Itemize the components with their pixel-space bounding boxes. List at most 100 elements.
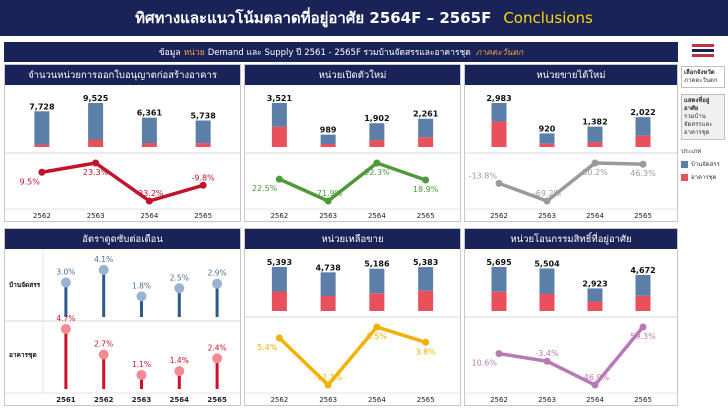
value-label: 2.5%	[170, 273, 189, 282]
bar-total-label: 9,525	[83, 94, 109, 103]
bar-condo	[418, 137, 434, 147]
bar-house	[539, 133, 555, 144]
growth-label: 22.5%	[252, 184, 278, 193]
bar-house	[88, 103, 104, 140]
growth-point	[92, 159, 100, 167]
bar-house	[34, 111, 50, 145]
panel-transfers: หน่วยโอนกรรมสิทธิ์ที่อยู่อาศัย 5,695 5,50…	[464, 228, 678, 406]
growth-label: -12.1%	[314, 373, 343, 382]
growth-point	[495, 179, 503, 187]
bar-total-label: 5,393	[267, 258, 292, 267]
chart-new-sales: 2,983 920 1,382 2,022 -13.8% -69.2% 50.2% 46.3%…	[465, 94, 677, 220]
panel-title: จำนวนหน่วยการออกใบอนุญาตก่อสร้างอาคาร	[5, 65, 240, 85]
bar-condo	[587, 301, 603, 311]
value-label: 1.1%	[132, 360, 151, 369]
bar-condo	[320, 296, 336, 311]
bar-house	[195, 120, 211, 144]
dot-house	[212, 278, 223, 289]
legend-panel: เลือกจังหวัด ภาคตะวันตก แสดงที่อยู่อาศัย…	[681, 42, 725, 220]
bar-total-label: 2,983	[486, 94, 511, 103]
x-tick-label: 2562	[270, 212, 288, 220]
panel-title: หน่วยโอนกรรมสิทธิ์ที่อยู่อาศัย	[465, 229, 677, 249]
growth-label: 59.3%	[630, 332, 656, 341]
page-title: ทิศทางและแนวโน้มตลาดที่อยู่อาศัย 2564F –…	[135, 9, 492, 27]
panel-title: อัตราดูดซับต่อเดือน	[5, 229, 240, 249]
growth-label: 50.2%	[582, 168, 608, 177]
bar-total-label: 2,022	[630, 108, 655, 117]
chart-building-permits: 7,728 9,525 6,361 5,738 9.5% 23.3% -33.2% -9.8%…	[5, 94, 240, 220]
growth-point	[145, 197, 153, 205]
panel-title: หน่วยเหลือขาย	[245, 229, 460, 249]
growth-label: 92.3%	[364, 168, 390, 177]
logo-icon	[692, 44, 714, 58]
x-tick-label: 2564	[368, 396, 386, 404]
legend-item-house: บ้านจัดสรร	[681, 159, 725, 169]
panel-absorption-rate: อัตราดูดซับต่อเดือน บ้านจัดสรร อาคารชุด 3.…	[4, 228, 241, 406]
x-tick-label: 2564	[170, 396, 190, 404]
x-tick-label: 2565	[194, 212, 212, 220]
x-tick-label: 2563	[319, 396, 337, 404]
x-tick-label: 2563	[87, 212, 105, 220]
bar-condo	[369, 293, 385, 311]
province-filter[interactable]: เลือกจังหวัด ภาคตะวันตก	[681, 66, 725, 88]
bar-total-label: 5,504	[534, 259, 560, 268]
value-label: 2.9%	[208, 269, 227, 278]
growth-point	[543, 357, 551, 365]
bar-house	[491, 267, 507, 292]
panel-title: หน่วยเปิดตัวใหม่	[245, 65, 460, 85]
subtitle-pre: ข้อมูล	[158, 48, 181, 58]
x-tick-label: 2564	[140, 212, 158, 220]
housing-type-filter[interactable]: แสดงที่อยู่อาศัย รวมบ้านจัดสรรและอาคารชุ…	[681, 94, 725, 140]
x-tick-label: 2565	[207, 396, 227, 404]
growth-point	[591, 159, 599, 167]
growth-label: 9.5%	[367, 332, 388, 341]
bar-condo	[271, 291, 287, 311]
bar-house	[418, 118, 434, 138]
x-tick-label: 2561	[56, 396, 76, 404]
bar-total-label: 5,186	[364, 260, 390, 269]
panel-new-sales: หน่วยขายได้ใหม่ 2,983 920 1,382 2,022 -13.8%…	[464, 64, 678, 222]
bar-condo	[34, 144, 50, 147]
growth-label: 18.9%	[413, 185, 439, 194]
value-label: 3.0%	[56, 268, 75, 277]
province-filter-value: ภาคตะวันตก	[684, 77, 718, 84]
panel-remaining-units: หน่วยเหลือขาย 5,393 4,738 5,186 5,383 5.4% -1…	[244, 228, 461, 406]
bar-condo	[141, 143, 157, 147]
x-tick-label: 2563	[538, 396, 556, 404]
growth-label: -13.8%	[469, 171, 498, 180]
bar-total-label: 4,672	[630, 266, 655, 275]
bar-house	[320, 272, 336, 297]
growth-label: 23.3%	[83, 168, 109, 177]
bar-condo	[271, 126, 287, 147]
province-filter-label: เลือกจังหวัด	[684, 69, 715, 76]
growth-line	[278, 325, 427, 387]
bar-house	[271, 103, 287, 127]
bar-total-label: 1,382	[582, 118, 607, 127]
bar-total-label: 7,728	[29, 102, 55, 111]
dot-house	[60, 277, 71, 288]
x-tick-label: 2562	[270, 396, 288, 404]
bar-condo	[418, 290, 434, 311]
growth-point	[373, 159, 381, 167]
growth-line	[41, 161, 204, 203]
bar-total-label: 5,738	[190, 111, 216, 120]
growth-label: 3.8%	[415, 347, 436, 356]
bar-house	[587, 126, 603, 143]
bar-condo	[635, 135, 651, 147]
bar-total-label: 5,695	[486, 258, 512, 267]
x-tick-label: 2564	[368, 212, 386, 220]
row-label-condo: อาคารชุด	[9, 351, 37, 359]
growth-line	[498, 161, 644, 203]
subtitle-region: ภาคตะวันตก	[475, 48, 524, 58]
growth-line	[498, 325, 645, 387]
legend-swatch-condo	[681, 173, 688, 181]
growth-point	[199, 181, 207, 189]
growth-point	[422, 338, 430, 346]
dot-house	[136, 291, 147, 302]
growth-label: -9.8%	[192, 173, 216, 182]
legend-label-house: บ้านจัดสรร	[691, 161, 720, 168]
x-tick-label: 2565	[417, 212, 435, 220]
x-tick-label: 2564	[586, 396, 604, 404]
housing-type-value: รวมบ้านจัดสรรและอาคารชุด	[684, 113, 713, 136]
growth-point	[543, 197, 551, 205]
